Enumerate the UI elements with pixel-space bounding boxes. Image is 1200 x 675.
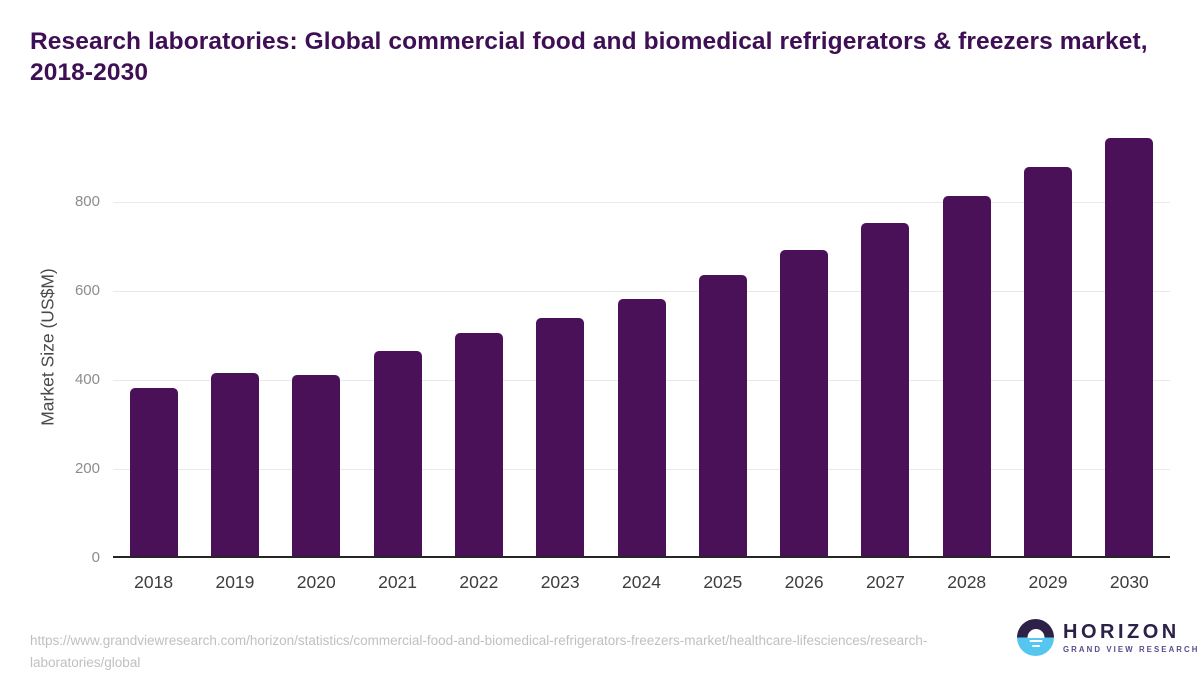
ytick-label-800: 800 (74, 192, 100, 210)
bar-2027 (861, 223, 910, 556)
horizon-logo: HORIZON GRAND VIEW RESEARCH (1017, 619, 1200, 656)
xtick-label-2020: 2020 (296, 572, 336, 592)
source-url: https://www.grandviewresearch.com/horizo… (30, 633, 928, 670)
ytick-label-200: 200 (74, 459, 100, 477)
bar-2026 (780, 250, 829, 556)
xtick-label-2025: 2025 (703, 572, 743, 592)
logo-subtitle: GRAND VIEW RESEARCH (1063, 644, 1200, 654)
xtick-label-2028: 2028 (947, 572, 987, 592)
xtick-label-2019: 2019 (215, 572, 255, 592)
xtick-label-2024: 2024 (622, 572, 661, 592)
bar-2029 (1024, 167, 1073, 556)
xtick-label-2023: 2023 (540, 572, 580, 592)
ytick-label-0: 0 (91, 549, 100, 566)
bar-2030 (1105, 137, 1154, 556)
sun-shape (1027, 629, 1044, 638)
xtick-label-2021: 2021 (378, 572, 418, 592)
bar-2019 (210, 372, 259, 556)
bar-chart: Market Size (US$M) 0 200 400 600 800 2018 201… (0, 135, 1200, 605)
xtick-label-2018: 2018 (134, 572, 174, 592)
plot-area (113, 135, 1170, 558)
bar-2022 (454, 332, 503, 556)
bar-2020 (292, 375, 341, 556)
xtick-label-2030: 2030 (1109, 572, 1149, 592)
bar-2028 (942, 196, 991, 556)
xtick-label-2029: 2029 (1028, 572, 1068, 592)
bar-2023 (536, 317, 585, 556)
gridline-600 (113, 290, 1170, 292)
gridline-800 (113, 201, 1170, 203)
sun-reflection-line (1031, 644, 1040, 647)
logo-text: HORIZON GRAND VIEW RESEARCH (1063, 622, 1200, 654)
sun-reflection-line (1029, 639, 1042, 642)
horizon-sun-icon (1017, 619, 1054, 656)
bar-2018 (129, 387, 178, 556)
xtick-label-2026: 2026 (784, 572, 824, 592)
logo-wordmark: HORIZON (1063, 620, 1180, 643)
bar-2021 (373, 351, 422, 556)
ytick-label-400: 400 (74, 370, 100, 388)
xtick-label-2022: 2022 (459, 572, 499, 592)
chart-title: Research laboratories: Global commercial… (30, 28, 1148, 87)
ytick-label-600: 600 (74, 281, 100, 299)
bar-2025 (698, 275, 747, 556)
bar-2024 (617, 298, 666, 556)
xtick-label-2027: 2027 (865, 572, 905, 592)
